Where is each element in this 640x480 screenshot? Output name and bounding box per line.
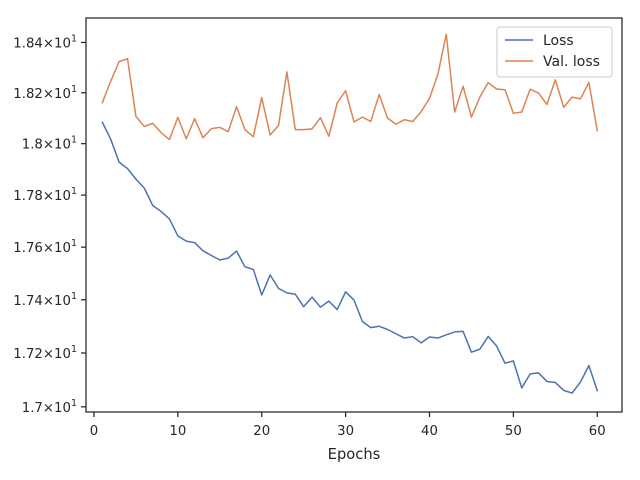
series-line-loss — [101, 121, 599, 394]
legend-label-val-loss: Val. loss — [543, 54, 600, 70]
legend: Loss Val. loss — [496, 26, 613, 78]
x-tick-label: 40 — [421, 424, 438, 439]
y-tick-label: 1.82×101 — [13, 84, 77, 102]
x-tick-label: 20 — [253, 424, 270, 439]
legend-label-loss: Loss — [543, 33, 574, 49]
y-tick-label: 1.84×101 — [13, 33, 77, 51]
x-tick-label: 60 — [589, 424, 606, 439]
y-tick-label: 1.74×101 — [13, 291, 77, 309]
x-axis-label: Epochs — [328, 446, 381, 463]
plot-frame — [85, 17, 623, 413]
y-axis: 1.7×101 1.72×101 1.74×101 1.76×101 1.78×101 1… — [13, 33, 86, 416]
y-tick-label: 1.72×101 — [13, 344, 77, 362]
y-tick-label: 1.78×101 — [13, 186, 77, 204]
x-tick-label: 30 — [337, 424, 354, 439]
y-tick-label: 1.7×101 — [22, 398, 77, 416]
series-points-val-loss — [102, 34, 598, 140]
x-tick-label: 50 — [505, 424, 522, 439]
x-axis: 0 10 20 30 40 50 60 — [90, 412, 606, 439]
y-tick-label: 1.8×101 — [22, 135, 77, 153]
plot-lines — [101, 33, 599, 394]
x-tick-label: 0 — [90, 424, 98, 439]
series-points-loss — [102, 122, 598, 394]
series-line-val-loss — [101, 33, 599, 141]
x-tick-label: 10 — [169, 424, 186, 439]
y-tick-label: 1.76×101 — [13, 238, 77, 256]
